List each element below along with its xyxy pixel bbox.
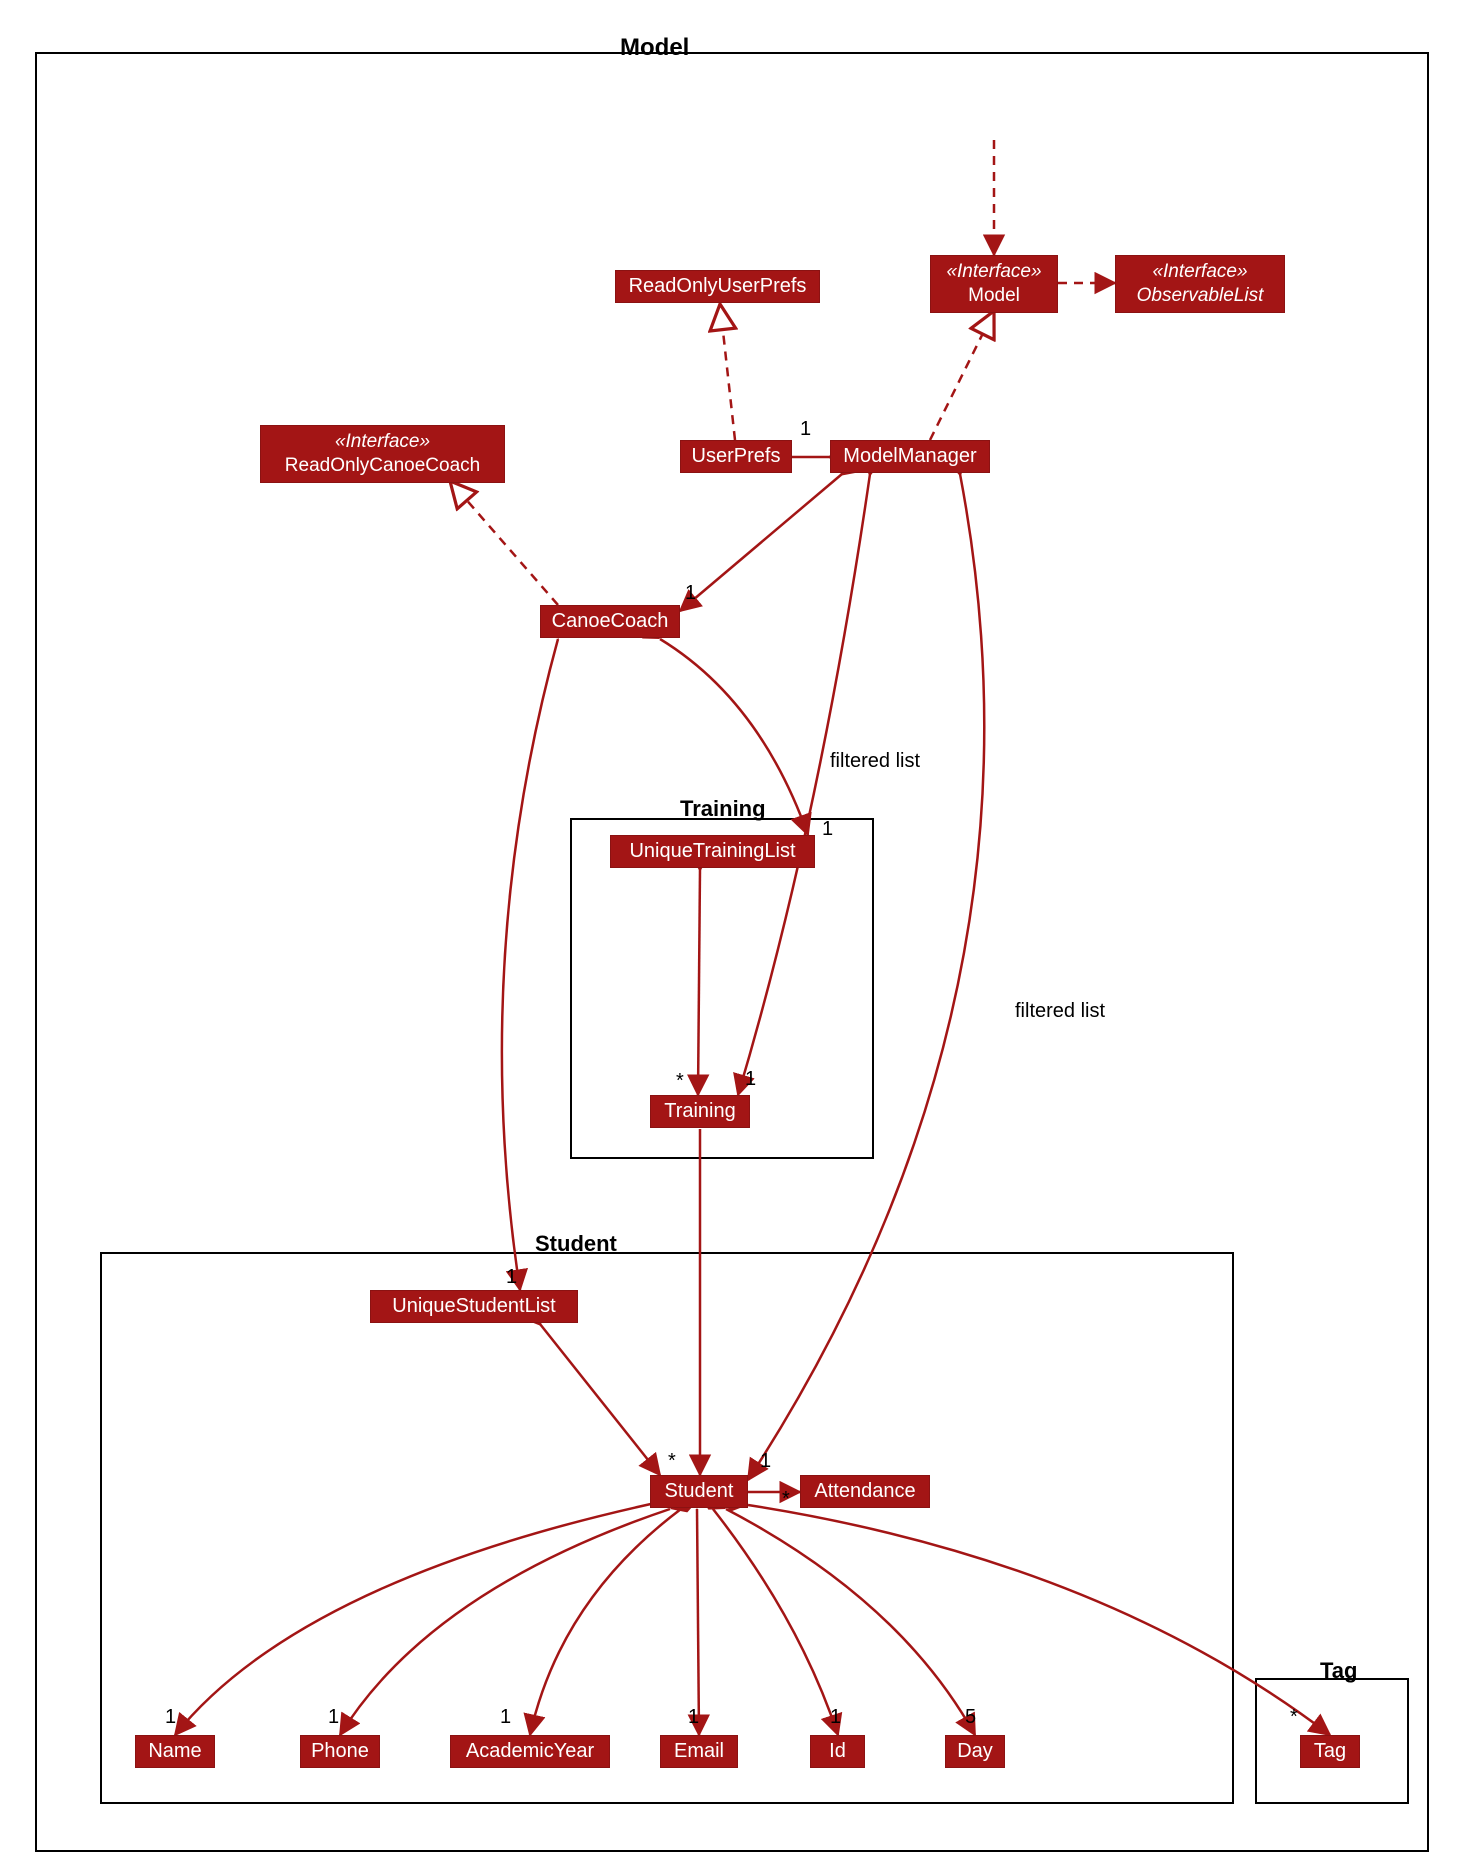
label-tag-star: * <box>1290 1706 1298 1729</box>
node-modelmanager: ModelManager <box>830 440 990 473</box>
label-filtered-2: filtered list <box>1015 1000 1105 1023</box>
node-readonlycanoecoach: «Interface» ReadOnlyCanoeCoach <box>260 425 505 483</box>
label-training-star: * <box>676 1070 684 1093</box>
label-utl-1: 1 <box>822 818 833 841</box>
node-uniquestudentlist: UniqueStudentList <box>370 1290 578 1323</box>
node-observablelist: «Interface» ObservableList <box>1115 255 1285 313</box>
label-phone-1: 1 <box>328 1706 339 1729</box>
label-student-1: 1 <box>760 1450 771 1473</box>
label-id-1: 1 <box>830 1706 841 1729</box>
node-attendance: Attendance <box>800 1475 930 1508</box>
label-cc-1: 1 <box>685 582 696 605</box>
diagram-canvas: Model Training Student Tag ReadOnlyUserP… <box>0 0 1458 1876</box>
node-id: Id <box>810 1735 865 1768</box>
node-tag: Tag <box>1300 1735 1360 1768</box>
node-userprefs: UserPrefs <box>680 440 792 473</box>
node-academicyear: AcademicYear <box>450 1735 610 1768</box>
node-day: Day <box>945 1735 1005 1768</box>
package-student-title: Student <box>535 1231 617 1257</box>
label-filtered-1: filtered list <box>830 750 920 773</box>
node-email: Email <box>660 1735 738 1768</box>
label-email-1: 1 <box>688 1706 699 1729</box>
node-student: Student <box>650 1475 748 1508</box>
node-canoecoach: CanoeCoach <box>540 605 680 638</box>
label-name-1: 1 <box>165 1706 176 1729</box>
label-student-star: * <box>668 1450 676 1473</box>
label-att-star: * <box>782 1488 790 1511</box>
label-training-1: 1 <box>745 1068 756 1091</box>
label-usl-1: 1 <box>506 1266 517 1289</box>
package-model-title: Model <box>620 34 689 62</box>
node-uniquetraininglist: UniqueTrainingList <box>610 835 815 868</box>
package-training-title: Training <box>680 796 766 822</box>
node-name: Name <box>135 1735 215 1768</box>
node-phone: Phone <box>300 1735 380 1768</box>
label-day-5: 5 <box>965 1706 976 1729</box>
label-ay-1: 1 <box>500 1706 511 1729</box>
node-interface-model: «Interface» Model <box>930 255 1058 313</box>
label-mm-userprefs-1: 1 <box>800 418 811 441</box>
package-tag-title: Tag <box>1320 1658 1357 1684</box>
node-readonlyuserprefs: ReadOnlyUserPrefs <box>615 270 820 303</box>
package-student <box>100 1252 1234 1804</box>
node-training: Training <box>650 1095 750 1128</box>
